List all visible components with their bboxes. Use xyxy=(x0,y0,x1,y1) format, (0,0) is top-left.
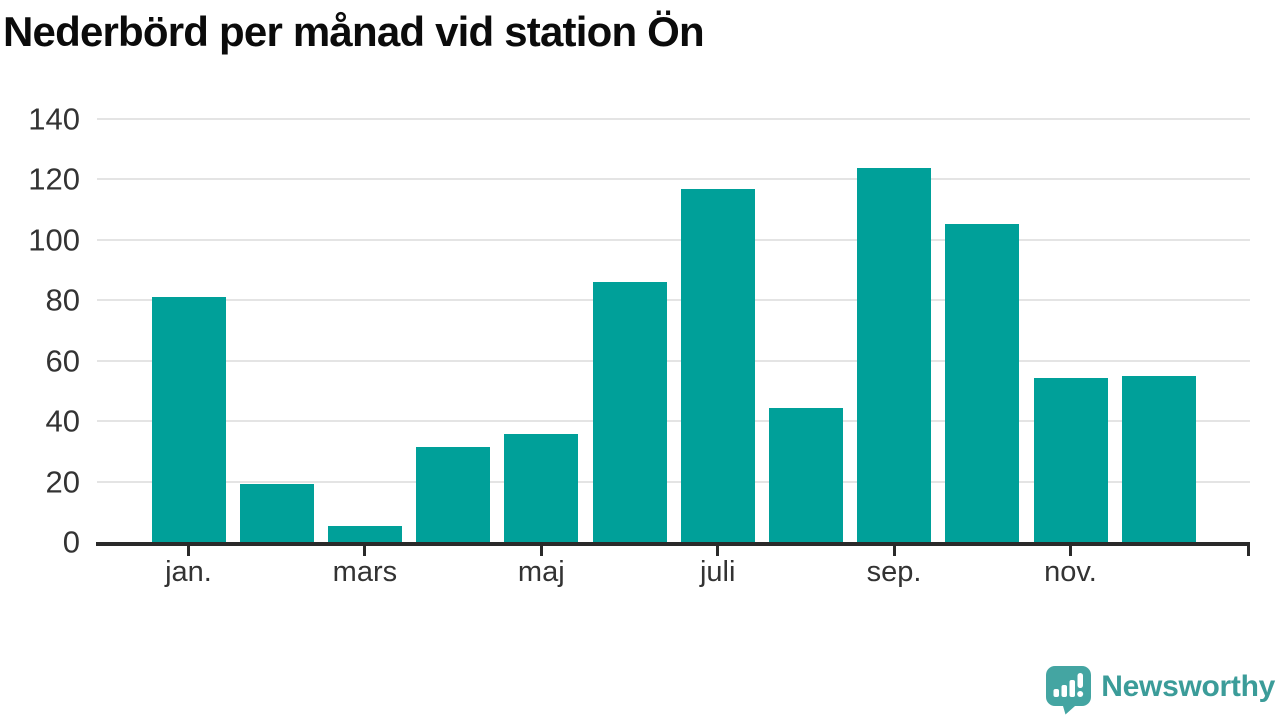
gridline-20 xyxy=(97,480,1250,483)
bar-juli xyxy=(680,188,755,542)
bar-jan. xyxy=(151,296,226,542)
bar-aug. xyxy=(768,407,843,542)
y-axis-label-20: 20 xyxy=(45,464,80,500)
chart-title: Nederbörd per månad vid station Ön xyxy=(3,8,705,55)
bar-nov. xyxy=(1033,377,1108,542)
bar-okt. xyxy=(945,224,1020,542)
x-axis-tick-5 xyxy=(1069,546,1072,556)
bar-mars xyxy=(327,525,402,542)
x-axis-tick-2 xyxy=(539,546,543,556)
y-axis-label-80: 80 xyxy=(45,282,80,318)
y-axis-label-0: 0 xyxy=(62,524,80,560)
gridline-120 xyxy=(97,178,1250,181)
x-axis-label-mars: mars xyxy=(332,556,398,588)
y-axis-label-100: 100 xyxy=(28,222,80,258)
bar-feb. xyxy=(239,484,314,542)
x-axis-line xyxy=(96,542,1250,546)
y-axis-label-140: 140 xyxy=(28,101,80,137)
y-axis-label-120: 120 xyxy=(28,161,80,197)
x-axis-tick-4 xyxy=(892,546,896,556)
bar-sep. xyxy=(857,168,932,542)
bar-dec. xyxy=(1121,376,1196,542)
x-axis-label-nov: nov. xyxy=(1044,556,1097,588)
newsworthy-logo-icon xyxy=(1045,665,1092,715)
x-axis-label-juli: juli xyxy=(699,556,736,588)
x-axis-tick-1 xyxy=(363,546,367,556)
brand-name: Newsworthy xyxy=(1101,670,1275,703)
y-axis-label-60: 60 xyxy=(45,343,80,379)
x-axis-label-sep: sep. xyxy=(866,556,922,588)
x-axis-label-maj: maj xyxy=(517,556,565,588)
gridline-80 xyxy=(97,299,1250,302)
y-axis-label-40: 40 xyxy=(45,403,80,439)
gridline-40 xyxy=(97,420,1250,423)
gridline-100 xyxy=(97,238,1250,241)
x-axis-label-jan: jan. xyxy=(165,556,212,588)
gridline-60 xyxy=(97,359,1250,362)
brand-footer: Newsworthy xyxy=(1045,665,1275,715)
bar-april xyxy=(416,447,491,542)
bar-maj xyxy=(504,433,579,542)
bar-chart: 0 20 40 60 80 100 120 140 jan. mars maj juli sep. nov… xyxy=(28,101,1250,588)
x-axis-tick-0 xyxy=(187,546,190,556)
x-axis-tick-6 xyxy=(1247,546,1250,556)
x-axis-tick-3 xyxy=(716,546,720,556)
gridline-140 xyxy=(97,118,1250,121)
bar-juni xyxy=(592,282,667,542)
